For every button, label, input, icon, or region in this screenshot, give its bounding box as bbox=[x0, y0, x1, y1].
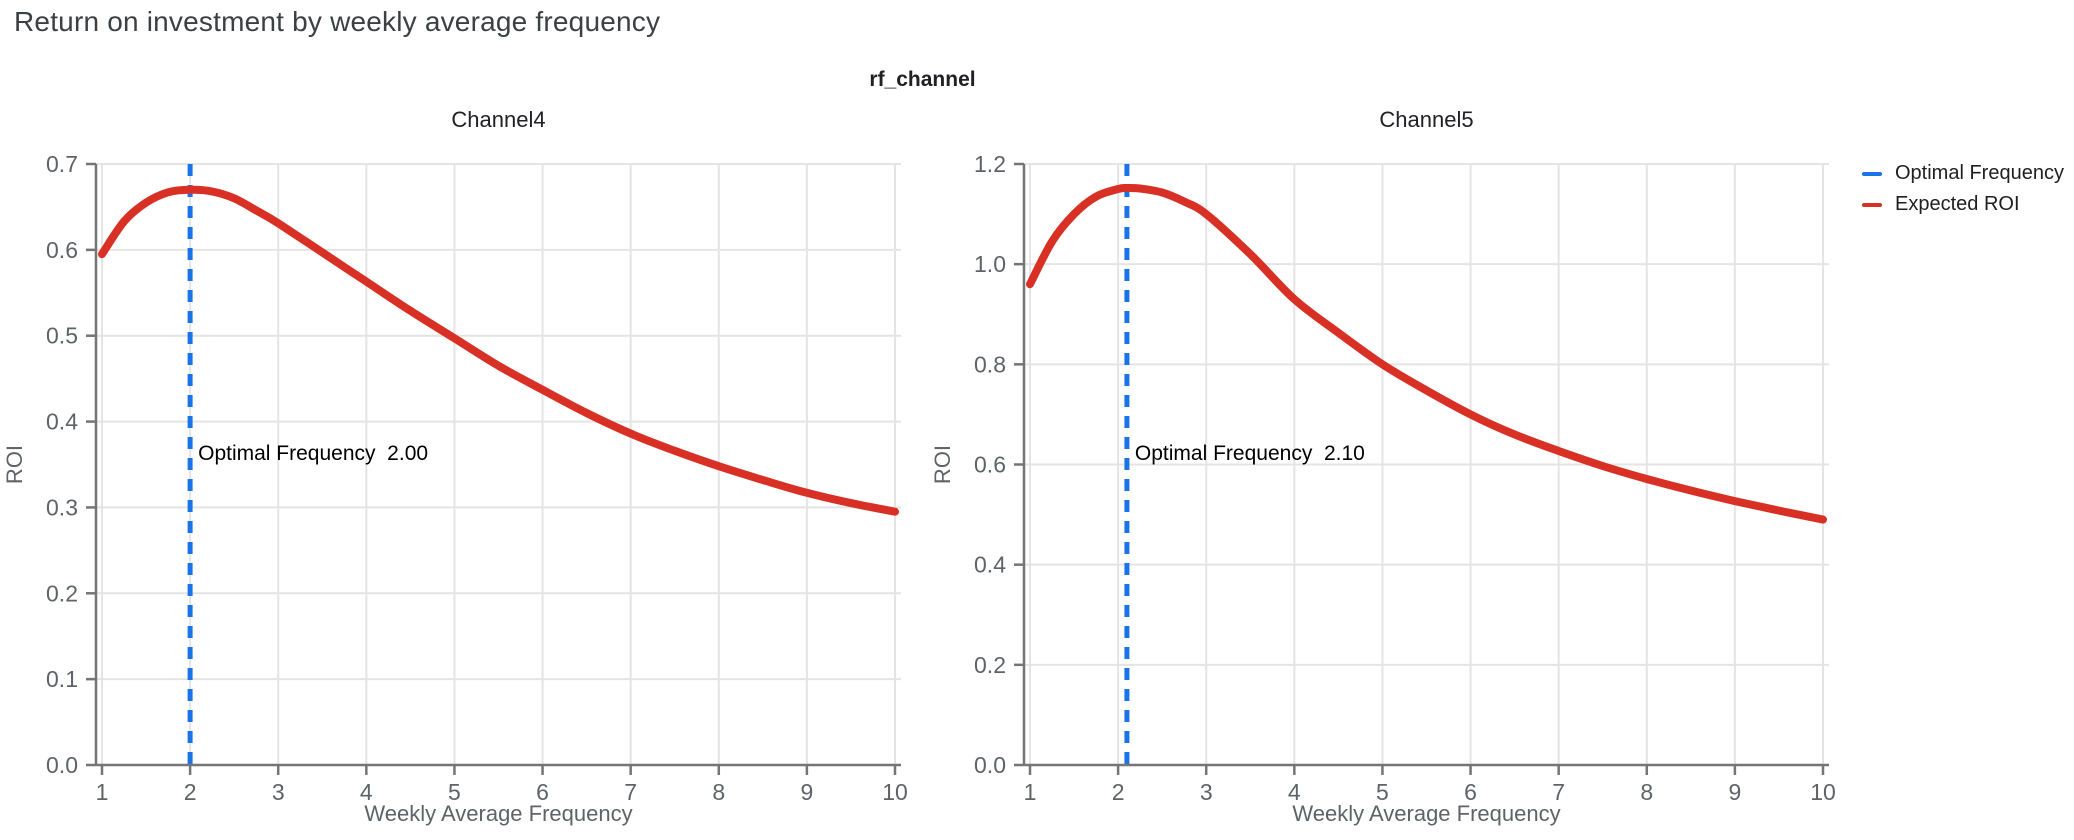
y-tick-label: 0.4 bbox=[974, 552, 1006, 578]
x-tick-label: 6 bbox=[536, 779, 549, 805]
x-tick-label: 2 bbox=[1112, 779, 1125, 805]
y-axis-label: ROI bbox=[930, 445, 955, 484]
legend-label-expected-roi: Expected ROI bbox=[1895, 193, 2020, 215]
chart-title: Channel5 bbox=[1379, 107, 1473, 132]
expected-roi-line bbox=[98, 185, 899, 516]
legend: Optimal Frequency Expected ROI bbox=[1862, 160, 2064, 218]
x-tick-label: 2 bbox=[184, 779, 197, 805]
optimal-frequency-swatch-icon bbox=[1862, 171, 1882, 176]
x-axis-label: Weekly Average Frequency bbox=[364, 801, 632, 826]
chart-title: Channel4 bbox=[451, 107, 545, 132]
y-tick-label: 0.6 bbox=[46, 237, 78, 263]
x-tick-label: 10 bbox=[1810, 779, 1836, 805]
y-tick-label: 0.2 bbox=[46, 580, 78, 606]
x-tick-label: 7 bbox=[1552, 779, 1565, 805]
facet-title: rf_channel bbox=[869, 68, 976, 91]
x-tick-label: 5 bbox=[1376, 779, 1389, 805]
legend-item-optimal-frequency: Optimal Frequency bbox=[1862, 160, 2064, 187]
x-tick-label: 3 bbox=[1200, 779, 1213, 805]
x-axis-label: Weekly Average Frequency bbox=[1292, 801, 1560, 826]
y-tick-label: 0.5 bbox=[46, 323, 78, 349]
x-tick-label: 9 bbox=[1728, 779, 1741, 805]
y-tick-label: 0.0 bbox=[46, 752, 78, 778]
x-tick-label: 8 bbox=[1640, 779, 1653, 805]
y-tick-label: 0.7 bbox=[46, 151, 78, 177]
legend-label-optimal-frequency: Optimal Frequency bbox=[1895, 162, 2064, 184]
legend-item-expected-roi: Expected ROI bbox=[1862, 191, 2064, 218]
y-tick-label: 1.2 bbox=[974, 151, 1006, 177]
y-tick-label: 0.4 bbox=[46, 409, 78, 435]
x-tick-label: 1 bbox=[1024, 779, 1037, 805]
optimal-frequency-annotation: Optimal Frequency 2.10 bbox=[1135, 442, 1365, 465]
y-axis-label: ROI bbox=[2, 445, 27, 484]
expected-roi-line bbox=[1026, 183, 1827, 524]
x-tick-label: 9 bbox=[800, 779, 813, 805]
y-tick-label: 0.3 bbox=[46, 494, 78, 520]
x-tick-label: 6 bbox=[1464, 779, 1477, 805]
expected-roi-swatch-icon bbox=[1862, 202, 1882, 207]
y-tick-label: 0.6 bbox=[974, 452, 1006, 478]
y-tick-label: 1.0 bbox=[974, 251, 1006, 277]
x-tick-label: 3 bbox=[272, 779, 285, 805]
x-tick-label: 8 bbox=[712, 779, 725, 805]
x-tick-label: 7 bbox=[624, 779, 637, 805]
page-title: Return on investment by weekly average f… bbox=[14, 6, 661, 37]
x-tick-label: 5 bbox=[448, 779, 461, 805]
y-tick-label: 0.2 bbox=[974, 652, 1006, 678]
optimal-frequency-annotation: Optimal Frequency 2.00 bbox=[198, 442, 428, 465]
y-tick-label: 0.8 bbox=[974, 351, 1006, 377]
x-tick-label: 4 bbox=[360, 779, 373, 805]
y-tick-label: 0.1 bbox=[46, 666, 78, 692]
x-tick-label: 1 bbox=[96, 779, 109, 805]
x-tick-label: 10 bbox=[882, 779, 908, 805]
y-tick-label: 0.0 bbox=[974, 752, 1006, 778]
x-tick-label: 4 bbox=[1288, 779, 1301, 805]
